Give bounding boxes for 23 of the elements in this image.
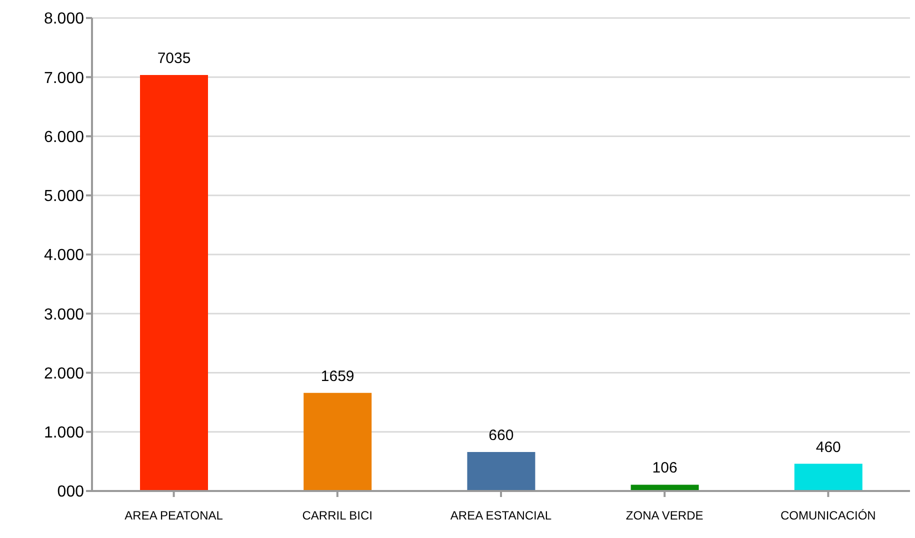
y-tick-label: 1.000 (44, 424, 84, 442)
data-label: 460 (816, 438, 841, 456)
x-tick-label: AREA ESTANCIAL (450, 508, 552, 523)
data-label: 660 (488, 426, 514, 444)
bar (140, 75, 208, 491)
data-label: 7035 (157, 50, 191, 68)
y-tick-label: 2.000 (44, 365, 84, 382)
data-label: 106 (652, 460, 678, 477)
x-tick-label: AREA PEATONAL (124, 508, 224, 523)
bar (304, 392, 372, 491)
x-tick-label: COMUNICACIÓN (780, 508, 876, 523)
y-tick-label: 5.000 (44, 188, 84, 206)
y-tick-label: 4.000 (44, 247, 84, 264)
bar (794, 464, 862, 491)
data-label: 1659 (320, 368, 354, 385)
x-tick-label: ZONA VERDE (626, 508, 704, 523)
y-tick-label: 7.000 (44, 70, 84, 87)
y-tick-label: 6.000 (44, 128, 84, 146)
y-tick-label: 8.000 (44, 10, 84, 28)
x-tick-label: CARRIL BICI (302, 508, 373, 523)
bar (467, 452, 536, 491)
y-tick-label: 000 (57, 484, 84, 501)
y-tick-label: 3.000 (44, 306, 84, 324)
